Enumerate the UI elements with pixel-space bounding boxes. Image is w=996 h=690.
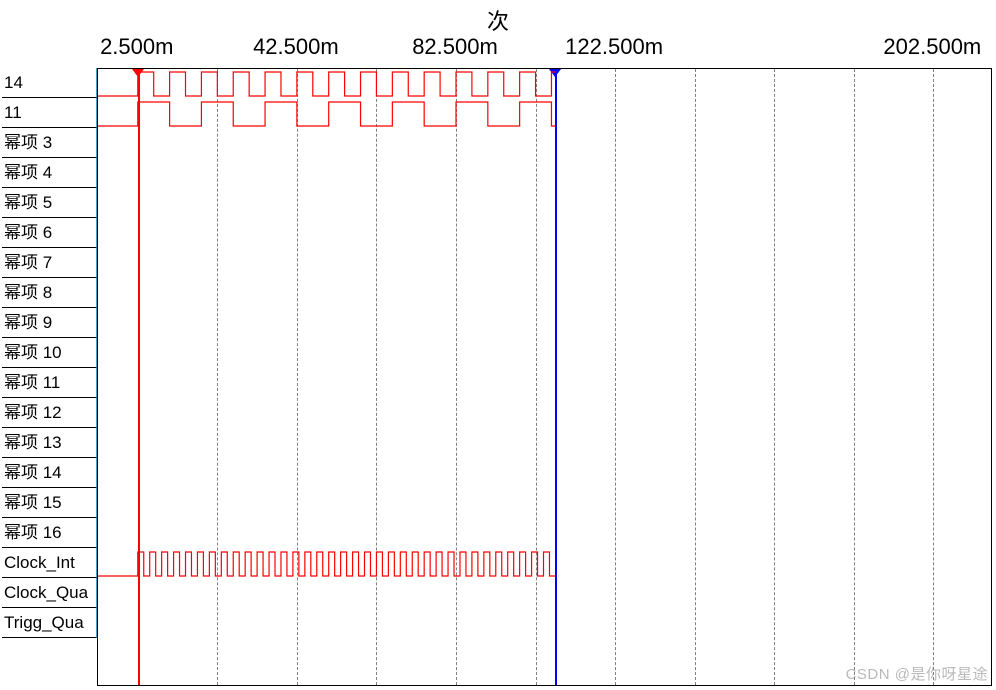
x-axis-tick-label: 42.500m (253, 34, 339, 60)
signal-label[interactable]: 14 (2, 68, 97, 98)
x-axis-tick-label: 122.500m (565, 34, 663, 60)
x-axis-tick-label: 2.500m (100, 34, 173, 60)
watermark-text: CSDN @是你呀星途 (846, 663, 988, 684)
signal-label[interactable]: 幂项 6 (2, 218, 97, 248)
x-axis-tick-label: 82.500m (412, 34, 498, 60)
waveform-svg (98, 69, 993, 687)
signal-label[interactable]: 幂项 5 (2, 188, 97, 218)
signal-label[interactable]: Clock_Qua (2, 578, 97, 608)
signal-label[interactable]: 幂项 8 (2, 278, 97, 308)
signal-waveform (98, 102, 555, 126)
signal-label[interactable]: 幂项 10 (2, 338, 97, 368)
chart-title: 次 (0, 4, 996, 36)
signal-label[interactable]: 11 (2, 98, 97, 128)
signal-label[interactable]: 幂项 4 (2, 158, 97, 188)
signal-waveform (98, 72, 555, 96)
signal-label[interactable]: 幂项 12 (2, 398, 97, 428)
signal-label[interactable]: 幂项 3 (2, 128, 97, 158)
signal-label[interactable]: Clock_Int (2, 548, 97, 578)
x-axis-tick-label: 202.500m (883, 34, 981, 60)
signal-label[interactable]: 幂项 11 (2, 368, 97, 398)
signal-label[interactable]: 幂项 15 (2, 488, 97, 518)
waveform-plot-area[interactable] (97, 68, 992, 686)
signal-label[interactable]: 幂项 16 (2, 518, 97, 548)
signal-label[interactable]: Trigg_Qua (2, 608, 97, 638)
signal-waveform (98, 552, 555, 576)
signal-label[interactable]: 幂项 14 (2, 458, 97, 488)
signal-label[interactable]: 幂项 13 (2, 428, 97, 458)
x-axis-labels: 2.500m 42.500m 82.500m 122.500m 202.500m (0, 34, 996, 64)
signal-label[interactable]: 幂项 9 (2, 308, 97, 338)
signal-label[interactable]: 幂项 7 (2, 248, 97, 278)
